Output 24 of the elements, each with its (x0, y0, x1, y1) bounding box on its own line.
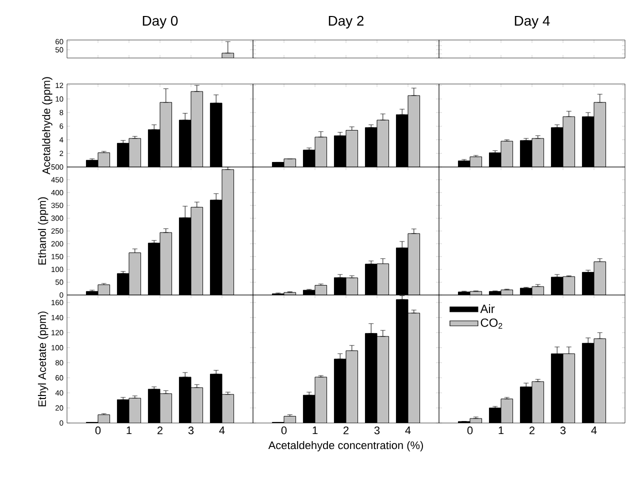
x-tick-label: 4 (591, 426, 597, 434)
x-tick-label: 0 (281, 426, 287, 434)
legend-label: Air (480, 304, 495, 313)
x-tick-label: 1 (312, 426, 318, 434)
x-tick-label: 1 (126, 426, 132, 434)
x-tick-label: 0 (95, 426, 101, 434)
x-tick-label: 0 (467, 426, 473, 434)
chart-title: Day 4 (514, 16, 550, 28)
x-tick-label: 4 (219, 426, 225, 434)
legend-label: CO$_{2}$ (480, 318, 502, 329)
x-tick-label: 3 (374, 426, 380, 434)
x-tick-label: 2 (158, 426, 162, 434)
x-tick-label: 1 (498, 426, 504, 434)
x-tick-label: 2 (344, 426, 348, 434)
chart-title: Day 0 (142, 16, 178, 28)
y-axis-title: Ethyl Acetate (ppm) (38, 312, 48, 406)
x-tick-label: 4 (405, 426, 411, 434)
y-axis-title: Ethanol (ppm) (38, 197, 48, 265)
x-tick-label: 3 (560, 426, 566, 434)
x-tick-label: 2 (530, 426, 535, 434)
x-axis-title: Acetaldehyde concentration (%) (268, 441, 423, 452)
y-axis-title: Acetaldehyde (ppm) (42, 77, 52, 175)
x-tick-label: 3 (188, 426, 194, 434)
chart-title: Day 2 (328, 16, 364, 28)
